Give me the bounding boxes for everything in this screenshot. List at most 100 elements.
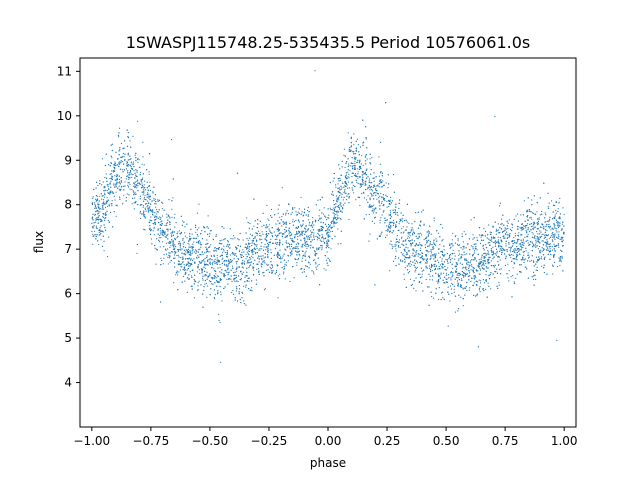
data-point: [127, 159, 129, 161]
data-point: [186, 237, 188, 239]
data-point: [101, 245, 104, 247]
data-point: [356, 161, 358, 163]
data-point: [148, 197, 150, 199]
data-point: [539, 226, 542, 228]
data-point: [277, 252, 279, 254]
data-point: [187, 263, 189, 265]
data-point: [243, 260, 246, 262]
data-point: [556, 225, 559, 227]
data-point: [172, 257, 175, 259]
data-point: [219, 266, 221, 269]
data-point: [111, 157, 113, 159]
data-point: [354, 185, 356, 188]
data-point: [497, 229, 500, 231]
data-point: [520, 249, 522, 251]
data-point: [545, 249, 548, 251]
data-point: [504, 253, 506, 255]
data-point: [405, 243, 407, 245]
data-point: [202, 275, 204, 277]
data-point: [539, 197, 541, 199]
data-point: [314, 221, 317, 223]
data-point: [537, 248, 540, 250]
data-point: [321, 245, 323, 247]
data-point: [176, 233, 178, 235]
data-point: [344, 182, 347, 184]
data-point: [206, 285, 208, 287]
data-point: [272, 270, 274, 272]
data-point: [515, 252, 517, 254]
data-point: [184, 252, 186, 254]
data-point: [211, 262, 213, 264]
data-point: [214, 277, 216, 279]
data-point: [362, 144, 364, 146]
data-point: [306, 237, 308, 239]
data-point: [210, 283, 213, 285]
data-point: [203, 289, 205, 291]
data-point: [216, 261, 218, 263]
data-point: [303, 271, 305, 273]
data-point: [552, 211, 554, 213]
data-point: [113, 166, 115, 168]
data-point: [191, 276, 193, 278]
data-point: [103, 187, 105, 189]
data-point: [183, 241, 185, 243]
data-point: [383, 210, 385, 212]
data-point: [306, 231, 308, 233]
data-point: [430, 257, 432, 259]
data-point: [320, 240, 322, 242]
data-point: [273, 231, 275, 233]
data-point: [466, 253, 468, 255]
data-point: [433, 253, 435, 255]
data-point: [456, 277, 458, 279]
data-point: [302, 230, 304, 232]
data-point: [210, 229, 212, 232]
data-point: [323, 207, 325, 209]
data-point: [541, 251, 543, 253]
data-point: [164, 233, 166, 235]
data-point: [429, 279, 431, 281]
data-point: [143, 196, 145, 198]
data-point: [468, 279, 470, 281]
data-point: [549, 218, 551, 220]
data-point: [238, 284, 240, 287]
data-point: [149, 230, 152, 232]
data-point: [253, 243, 255, 245]
data-point: [389, 228, 391, 230]
data-point: [247, 260, 249, 262]
data-point: [197, 285, 199, 287]
data-point: [333, 213, 335, 215]
data-point: [130, 173, 132, 175]
data-point: [352, 172, 354, 174]
data-point: [458, 244, 461, 246]
data-point: [535, 240, 537, 242]
data-point: [265, 269, 267, 271]
data-point: [158, 239, 160, 241]
data-point: [360, 163, 362, 165]
data-point: [111, 200, 113, 202]
data-point: [486, 261, 489, 263]
data-point: [344, 185, 346, 188]
data-point: [182, 243, 184, 245]
data-point: [553, 243, 555, 245]
data-point: [353, 153, 355, 155]
data-point: [162, 263, 164, 265]
data-point: [116, 164, 118, 166]
data-point: [370, 185, 372, 188]
data-point: [335, 219, 337, 221]
data-point: [118, 136, 120, 138]
data-point: [147, 209, 149, 211]
data-point: [100, 193, 102, 195]
data-point: [344, 166, 346, 169]
data-point: [352, 189, 354, 191]
data-point: [121, 181, 123, 183]
data-point: [420, 234, 423, 236]
data-point: [519, 227, 521, 229]
data-point: [131, 188, 133, 191]
data-point: [511, 226, 513, 229]
data-point: [494, 243, 497, 245]
data-point: [458, 294, 460, 296]
data-point: [263, 289, 265, 291]
data-point: [297, 211, 299, 213]
data-point: [478, 289, 480, 291]
data-point: [189, 265, 191, 267]
